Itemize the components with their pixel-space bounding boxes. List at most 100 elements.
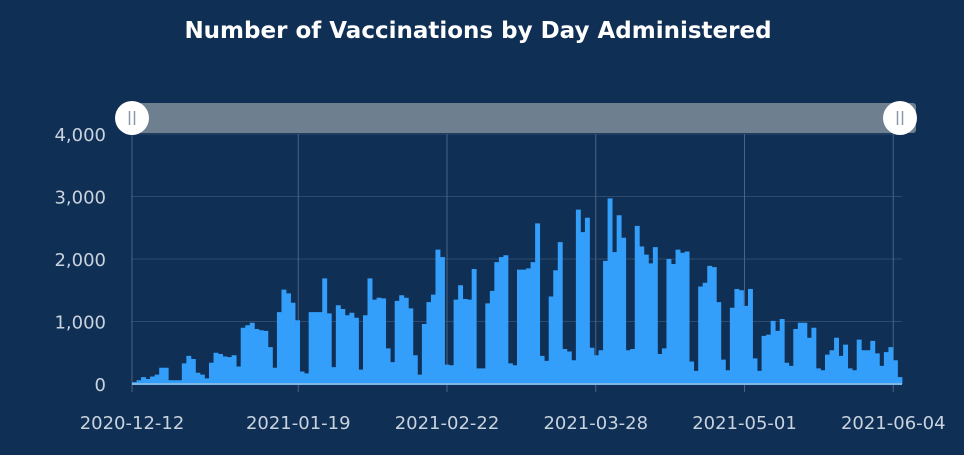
bar	[290, 302, 296, 384]
bar	[530, 262, 536, 384]
bar	[630, 349, 636, 384]
bar	[571, 360, 577, 384]
bar	[476, 368, 482, 384]
bar	[394, 300, 400, 384]
bar	[322, 278, 328, 384]
bar	[535, 223, 541, 384]
range-slider[interactable]	[115, 101, 917, 135]
bar	[707, 265, 713, 384]
bar	[544, 360, 550, 384]
bar	[421, 324, 427, 384]
bar	[829, 350, 835, 384]
bar	[843, 344, 849, 384]
bar	[643, 254, 649, 384]
bar	[598, 350, 604, 384]
bar	[426, 302, 432, 384]
bar	[897, 377, 903, 384]
bar	[838, 355, 844, 384]
bar	[512, 365, 518, 384]
bar	[177, 380, 183, 384]
bar	[852, 370, 858, 384]
bar	[390, 362, 396, 384]
bar	[825, 354, 830, 384]
bar	[385, 348, 391, 384]
bar	[154, 374, 160, 384]
bar	[815, 368, 821, 384]
bar-series	[132, 198, 903, 384]
bar	[304, 373, 310, 384]
bar	[295, 320, 300, 384]
bar	[888, 347, 894, 384]
bar	[639, 246, 645, 384]
bar	[453, 299, 459, 384]
bar	[865, 350, 871, 384]
bar	[236, 366, 242, 384]
y-tick-label: 4,000	[54, 125, 106, 146]
bar	[435, 249, 441, 384]
bar	[820, 370, 826, 384]
bar	[625, 350, 631, 384]
bar	[752, 358, 758, 384]
bar	[675, 249, 681, 384]
bar	[444, 364, 450, 384]
range-slider-right-handle[interactable]	[883, 101, 917, 135]
x-tick-label: 2021-03-28	[543, 413, 648, 434]
bar	[204, 378, 210, 384]
bar	[711, 267, 717, 384]
bar	[403, 297, 409, 384]
bar	[471, 269, 477, 384]
bar	[430, 294, 436, 384]
x-tick-label: 2021-05-01	[692, 413, 797, 434]
bar	[458, 285, 464, 384]
bar	[494, 262, 500, 384]
bar	[666, 259, 672, 384]
bar	[344, 315, 350, 384]
bar	[489, 290, 495, 384]
bar	[240, 327, 246, 384]
bar	[381, 298, 387, 384]
bar	[190, 359, 196, 384]
bar	[353, 317, 359, 384]
chart-title: Number of Vaccinations by Day Administer…	[184, 18, 771, 44]
bar	[802, 322, 808, 384]
bar	[227, 357, 233, 384]
y-tick-label: 2,000	[54, 250, 106, 271]
bar	[716, 302, 722, 384]
bar	[775, 330, 781, 384]
bar	[607, 198, 613, 384]
range-slider-track[interactable]	[132, 103, 916, 133]
bar	[449, 365, 454, 384]
bar	[521, 269, 527, 384]
bar	[725, 370, 731, 384]
bar	[580, 232, 586, 384]
bar	[272, 367, 278, 384]
bar	[159, 367, 165, 384]
bar	[652, 247, 658, 384]
bar	[539, 355, 545, 384]
bar	[218, 354, 223, 384]
bar	[213, 352, 219, 384]
bar	[503, 255, 509, 384]
bar	[698, 286, 704, 384]
bar	[412, 355, 418, 384]
bar	[847, 368, 853, 384]
bar	[267, 347, 273, 384]
bar	[757, 370, 762, 384]
bar	[417, 374, 423, 384]
bar	[661, 348, 667, 384]
range-slider-left-handle[interactable]	[115, 101, 149, 135]
bar	[729, 307, 735, 384]
bar	[209, 362, 214, 384]
bar	[526, 268, 531, 384]
bar	[748, 289, 753, 384]
bar	[684, 251, 690, 384]
bar	[245, 325, 251, 384]
bar	[892, 360, 898, 384]
bar	[680, 252, 685, 384]
bar	[408, 308, 414, 384]
bar	[657, 354, 663, 384]
bar	[562, 349, 568, 384]
bar	[467, 299, 473, 384]
bar	[263, 330, 269, 384]
